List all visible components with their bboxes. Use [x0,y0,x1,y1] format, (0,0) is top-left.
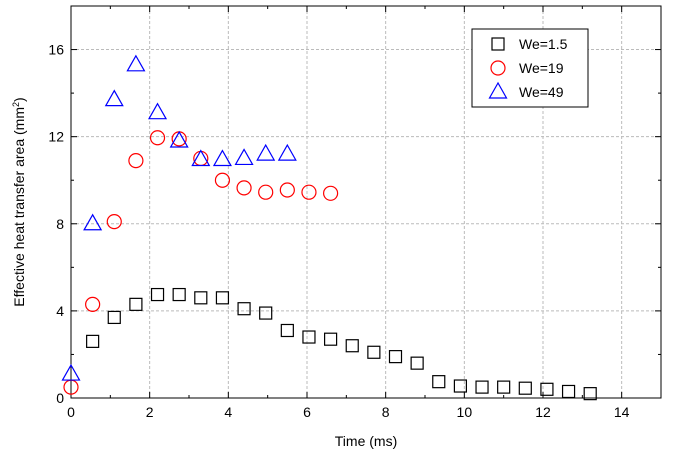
data-point-square [453,379,467,393]
data-point-square [107,310,121,325]
data-point-triangle [277,143,297,161]
x-tick-label: 2 [146,404,154,420]
x-tick-label: 10 [457,404,473,420]
y-axis-title-close: ) [11,97,27,102]
data-point-square [215,291,230,305]
data-point-circle [85,296,101,312]
plot-frame [70,5,662,399]
legend: We=1.5 We=19 We=49 [471,28,589,108]
y-axis-title-superscript: 2 [11,102,21,107]
legend-marker-circle [490,60,506,76]
x-tick-label: 6 [303,404,311,420]
legend-marker-triangle [488,81,508,99]
y-tick-label: 0 [56,390,64,406]
x-tick-label: 0 [67,404,75,420]
data-point-square [388,350,403,364]
data-point-triangle [148,102,168,120]
data-point-square [518,381,532,395]
data-point-triangle [212,149,232,167]
legend-label: We=1.5 [519,36,568,52]
data-point-square [172,287,186,302]
series-triangle [61,54,297,381]
data-point-circle [106,214,122,230]
data-points [61,54,597,401]
x-tick-label: 4 [224,404,232,420]
data-point-circle [323,185,339,201]
data-point-triangle [61,363,81,381]
data-point-square [475,380,489,394]
data-point-square [280,323,294,338]
data-point-circle [279,182,295,198]
y-tick-label: 4 [56,303,64,319]
data-point-square [302,330,316,344]
data-point-circle [149,130,166,146]
data-point-square [86,334,100,348]
data-point-triangle [256,143,276,161]
data-point-square [324,332,338,346]
data-point-triangle [83,213,103,231]
x-tick-label: 12 [535,404,551,420]
data-point-square [583,387,597,401]
x-tick-label: 8 [382,404,390,420]
data-point-circle [171,131,187,147]
data-point-circle [128,153,144,169]
data-point-square [237,302,251,316]
axis-ticks [70,5,662,399]
y-tick-label: 12 [48,129,64,145]
data-point-triangle [169,130,189,148]
y-tick-label: 8 [56,216,64,232]
legend-marker-square [491,37,505,51]
data-point-square [497,380,511,394]
data-point-circle [301,184,317,200]
data-point-square [129,297,143,311]
data-point-triangle [126,54,146,72]
data-point-circle [258,184,274,200]
data-point-square [194,291,208,305]
data-point-square [561,384,576,399]
legend-label: We=49 [519,84,564,100]
data-point-square [150,287,165,302]
data-point-circle [236,180,252,196]
data-point-square [410,356,424,370]
series-square [86,287,597,401]
data-point-triangle [234,148,254,166]
data-point-square [259,306,273,320]
data-point-circle [214,172,231,188]
y-axis-title-main: Effective heat transfer area (mm [11,107,27,307]
y-axis-title: Effective heat transfer area (mm2) [11,97,27,306]
data-point-square [540,382,554,396]
series-circle [63,130,339,395]
data-point-triangle [104,89,124,107]
x-tick-label: 14 [614,404,630,420]
data-point-triangle [191,149,211,167]
x-axis-title: Time (ms) [335,433,397,449]
legend-label: We=19 [519,60,564,76]
y-tick-label: 16 [48,42,64,58]
tick-labels: 0 2 4 6 8 10 12 14 0 4 8 12 16 [48,42,629,420]
data-point-square [367,345,381,359]
data-point-square [345,339,359,353]
data-point-square [432,375,446,389]
